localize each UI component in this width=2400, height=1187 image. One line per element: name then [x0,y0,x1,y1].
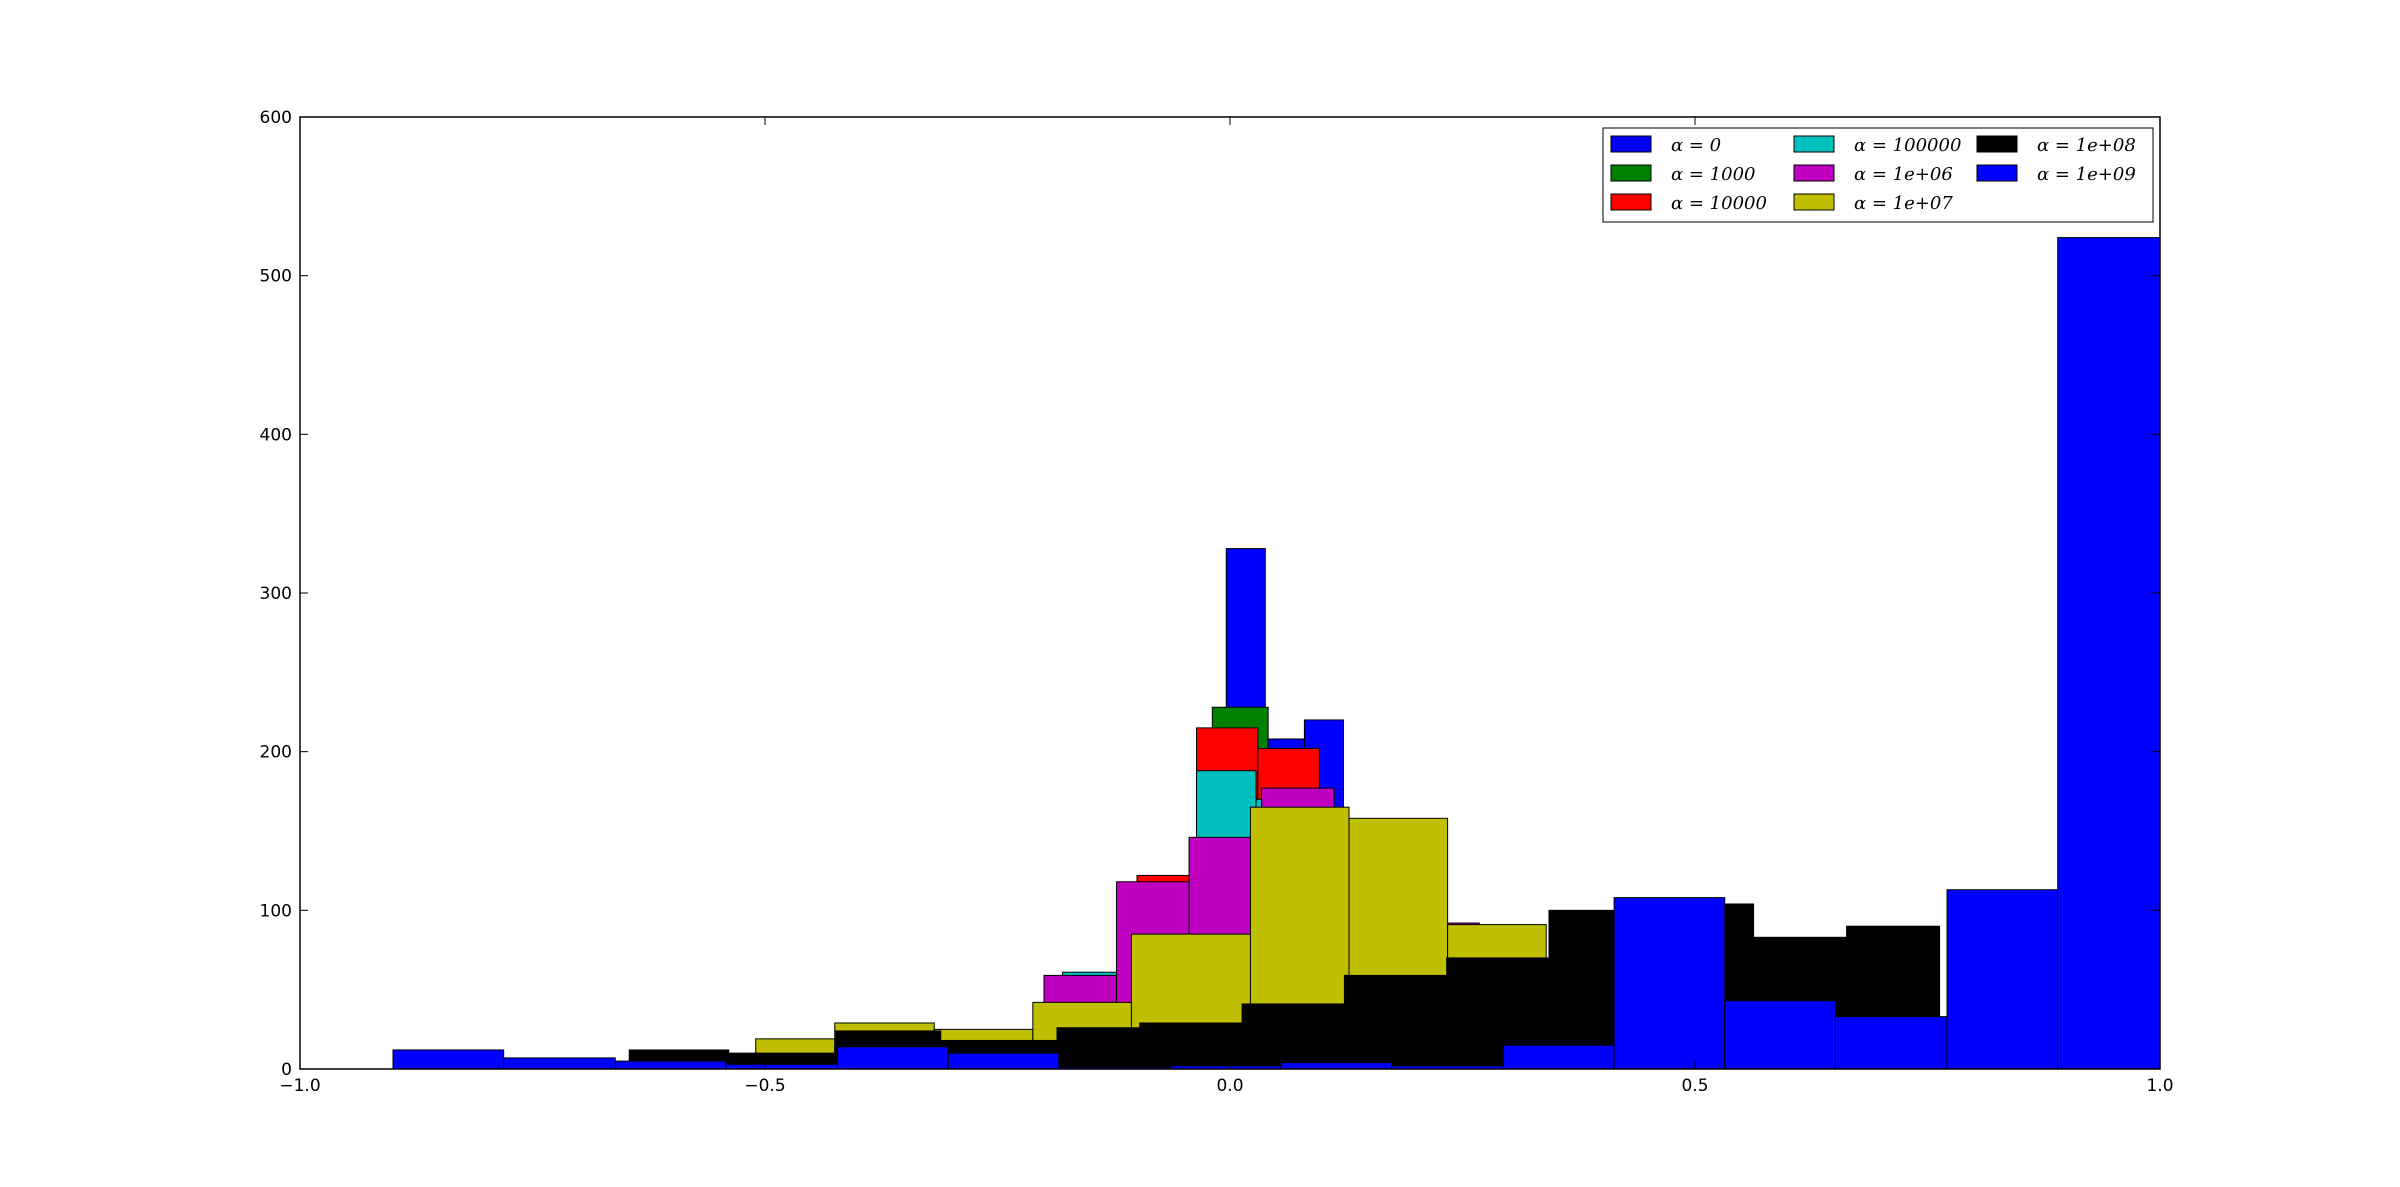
x-tick-label: 0.0 [1216,1076,1243,1096]
bar-series-7-bin-8 [1280,1062,1393,1070]
y-tick-label: 500 [260,267,292,287]
y-tick-label: 0 [281,1060,292,1080]
x-tick-label: 1.0 [2146,1076,2173,1096]
x-tick-label: −0.5 [744,1076,785,1096]
legend-swatch [1610,135,1652,153]
bar-series-7-bin-10 [1502,1044,1615,1070]
legend-label: α = 1e+08 [2037,135,2136,156]
bar-series-7-bin-11 [1613,897,1726,1070]
legend-label: α = 1000 [1671,164,1756,185]
legend-label: α = 100000 [1854,135,1961,156]
bar-series-7-bin-4 [837,1046,949,1070]
bar-series-7-bin-5 [947,1052,1060,1070]
legend-swatch [1610,193,1652,211]
legend-label: α = 0 [1671,135,1721,156]
bar-series-7-bin-13 [1834,1016,1948,1070]
legend-swatch [1793,193,1835,211]
legend-frame [1602,127,2154,223]
y-tick-label: 300 [260,584,292,604]
bar-series-6-bin-7 [1343,974,1448,1070]
legend-swatch [1793,164,1835,182]
legend-swatch [1976,135,2018,153]
legend: α = 0 α = 1000 α = 10000 α = 100000 α = 1e+0… [1602,127,2154,223]
bar-series-7-bin-15 [2057,237,2161,1070]
legend-label: α = 10000 [1671,193,1767,214]
x-tick-label: 0.5 [1681,1076,1708,1096]
bar-series-6-bin-6 [1241,1003,1345,1070]
bar-series-6-bin-5 [1139,1022,1243,1070]
bar-series-7-bin-14 [1946,889,2059,1070]
legend-swatch [1610,164,1652,182]
legend-label: α = 1e+09 [2037,164,2136,185]
bar-series-7-bin-0 [392,1049,505,1070]
legend-swatch [1976,164,2018,182]
bar-series-7-bin-2 [614,1060,727,1070]
legend-label: α = 1e+06 [1854,164,1953,185]
y-tick-label: 100 [260,901,292,921]
bar-series-7-bin-1 [503,1057,616,1070]
legend-label: α = 1e+07 [1854,193,1953,214]
y-tick-label: 400 [260,425,292,445]
histogram-bars [392,237,2161,1070]
axis-ticks: −1.0 −0.5 0.0 0.5 1.0 0 100 200 300 400 500 600 [260,108,2174,1096]
y-tick-label: 600 [260,108,292,128]
series-7 [392,237,2161,1070]
x-tick-label: −1.0 [279,1076,320,1096]
legend-swatch [1793,135,1835,153]
y-tick-label: 200 [260,743,292,763]
bar-series-6-bin-4 [1056,1027,1141,1070]
bar-series-7-bin-12 [1724,1000,1836,1070]
